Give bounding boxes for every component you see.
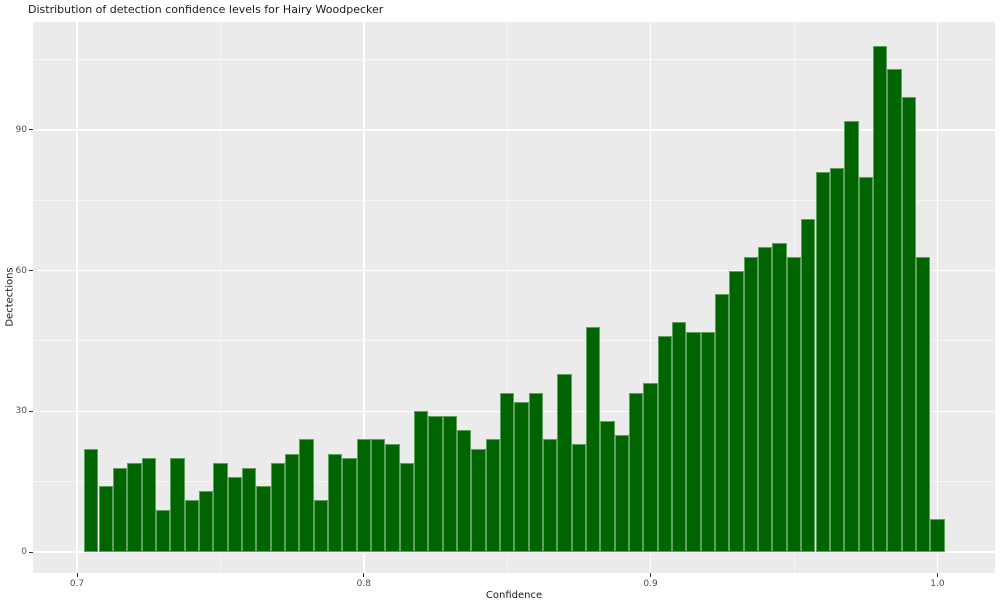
histogram-bar <box>872 45 888 552</box>
histogram-bar <box>772 242 787 552</box>
histogram-bar <box>370 439 386 552</box>
histogram-bar <box>356 439 371 552</box>
histogram-bar <box>155 509 171 552</box>
gridline-major-vertical <box>649 22 652 573</box>
histogram-bar <box>543 439 558 552</box>
x-tick-label: 1.0 <box>930 579 945 589</box>
histogram-bar <box>686 331 701 552</box>
y-axis-title: Dectections <box>4 267 16 327</box>
histogram-bar <box>930 519 945 552</box>
y-tick-label: 90 <box>15 124 27 135</box>
histogram-bar <box>586 326 601 552</box>
histogram-bar <box>571 444 587 552</box>
histogram-bar <box>399 462 414 552</box>
x-tick-mark <box>363 573 365 577</box>
x-tick-mark <box>650 573 652 577</box>
histogram-bar <box>313 500 328 552</box>
histogram-bar <box>385 444 400 552</box>
x-axis-title: Confidence <box>485 590 543 601</box>
histogram-bar <box>98 486 113 552</box>
histogram-bar <box>198 491 214 552</box>
gridline-major-vertical <box>936 22 939 573</box>
histogram-bar <box>471 448 486 552</box>
histogram-bar <box>241 467 257 552</box>
gridline-minor-horizontal <box>33 199 995 201</box>
y-tick-mark <box>29 410 33 412</box>
x-tick-label: 0.7 <box>69 579 85 589</box>
histogram-bar <box>457 430 472 552</box>
gridline-minor-vertical <box>506 22 508 573</box>
histogram-bar <box>485 439 501 552</box>
histogram-bar <box>643 383 658 552</box>
histogram-bar <box>299 439 314 552</box>
y-tick-label: 0 <box>21 547 27 557</box>
y-tick-mark <box>29 270 33 272</box>
histogram-bar <box>112 467 128 552</box>
histogram-bar <box>614 434 630 552</box>
histogram-bar <box>915 256 931 552</box>
histogram-bar <box>284 453 300 552</box>
x-tick-mark <box>76 573 78 577</box>
histogram-bar <box>170 458 185 552</box>
histogram-bar <box>270 462 285 552</box>
histogram-bar <box>629 392 644 552</box>
y-tick-label: 60 <box>15 265 27 276</box>
x-tick-label: 0.9 <box>643 579 658 589</box>
plot-panel <box>33 22 995 573</box>
histogram-bar <box>901 97 916 552</box>
histogram-bar <box>672 322 687 552</box>
histogram-bar <box>729 270 744 552</box>
histogram-bar <box>758 247 773 552</box>
chart-title: Distribution of detection confidence lev… <box>28 3 384 16</box>
histogram-bar <box>428 416 443 552</box>
gridline-minor-horizontal <box>33 59 995 61</box>
histogram-bar <box>715 294 730 552</box>
histogram-bar <box>141 458 156 552</box>
y-tick-mark <box>29 129 33 131</box>
histogram-bar <box>184 500 199 552</box>
gridline-major-horizontal <box>33 269 995 272</box>
gridline-minor-horizontal <box>33 340 995 342</box>
histogram-bar <box>557 373 572 552</box>
histogram-bar <box>528 392 544 552</box>
histogram-bar <box>500 392 515 552</box>
histogram-bar <box>342 458 357 552</box>
y-tick-mark <box>29 551 33 553</box>
gridline-major-vertical <box>76 22 78 573</box>
histogram-bar <box>213 462 228 552</box>
histogram-bar <box>844 120 859 552</box>
histogram-bar <box>514 401 529 552</box>
histogram-bar <box>887 69 902 552</box>
histogram-bar <box>786 256 802 552</box>
x-tick-label: 0.8 <box>356 579 371 589</box>
histogram-bar <box>413 411 429 552</box>
gridline-major-horizontal <box>33 551 995 553</box>
histogram-bar <box>829 167 845 552</box>
histogram-bar <box>256 486 271 552</box>
gridline-major-vertical <box>363 22 365 573</box>
histogram-bar <box>700 331 716 552</box>
y-tick-label: 30 <box>15 406 27 417</box>
histogram-bar <box>227 476 242 552</box>
gridline-major-horizontal <box>33 129 995 131</box>
histogram-bar <box>600 420 615 552</box>
histogram-bar <box>858 176 873 552</box>
histogram-bar <box>657 336 673 552</box>
histogram-bar <box>327 453 343 552</box>
histogram-bar <box>84 448 99 552</box>
histogram-bar <box>801 219 816 552</box>
gridline-minor-vertical <box>219 22 221 573</box>
histogram-bar <box>442 416 457 552</box>
histogram-bar <box>743 256 759 552</box>
x-tick-mark <box>936 573 938 577</box>
histogram-bar <box>815 172 830 552</box>
histogram-bar <box>127 462 142 552</box>
